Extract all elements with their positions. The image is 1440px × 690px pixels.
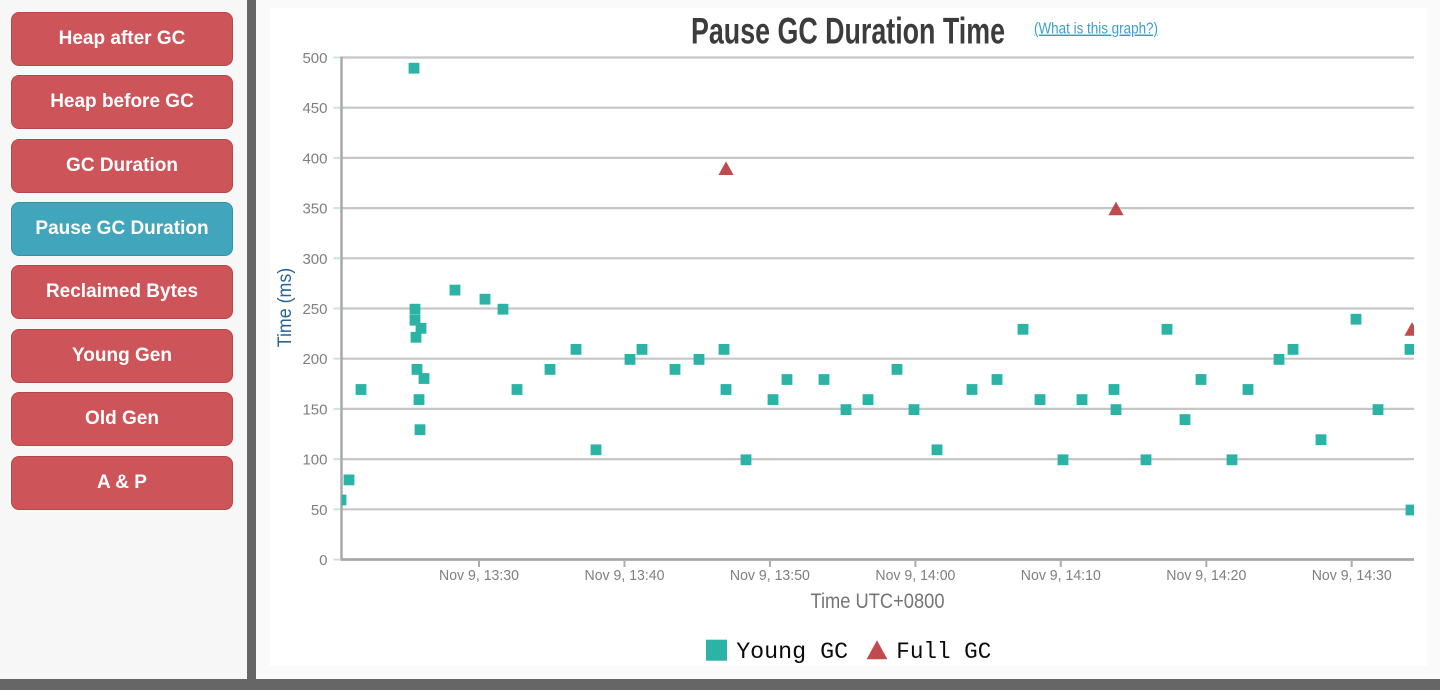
svg-text:350: 350 — [302, 201, 327, 218]
svg-text:Nov 9, 13:40: Nov 9, 13:40 — [585, 567, 665, 584]
svg-text:Nov 9, 13:50: Nov 9, 13:50 — [730, 567, 810, 584]
svg-text:Time UTC+0800: Time UTC+0800 — [811, 590, 945, 613]
svg-text:Nov 9, 14:30: Nov 9, 14:30 — [1312, 567, 1392, 584]
svg-text:Full GC: Full GC — [896, 639, 991, 665]
svg-text:200: 200 — [302, 351, 327, 368]
svg-text:Pause GC Duration Time: Pause GC Duration Time — [691, 11, 1005, 52]
svg-text:250: 250 — [302, 301, 327, 318]
svg-text:(What is this graph?): (What is this graph?) — [1034, 21, 1158, 38]
svg-text:150: 150 — [302, 401, 327, 418]
svg-text:0: 0 — [319, 552, 327, 569]
svg-text:Nov 9, 14:10: Nov 9, 14:10 — [1021, 567, 1101, 584]
svg-text:50: 50 — [311, 502, 328, 519]
svg-text:Young GC: Young GC — [736, 639, 848, 665]
svg-text:400: 400 — [302, 150, 327, 167]
svg-text:500: 500 — [302, 50, 327, 67]
svg-text:Nov 9, 13:30: Nov 9, 13:30 — [439, 567, 519, 584]
svg-text:300: 300 — [302, 251, 327, 268]
svg-text:Time (ms): Time (ms) — [274, 268, 296, 348]
svg-text:Nov 9, 14:20: Nov 9, 14:20 — [1166, 567, 1246, 584]
svg-text:Nov 9, 14:00: Nov 9, 14:00 — [875, 567, 955, 584]
svg-text:450: 450 — [302, 100, 327, 117]
svg-text:100: 100 — [302, 452, 327, 469]
